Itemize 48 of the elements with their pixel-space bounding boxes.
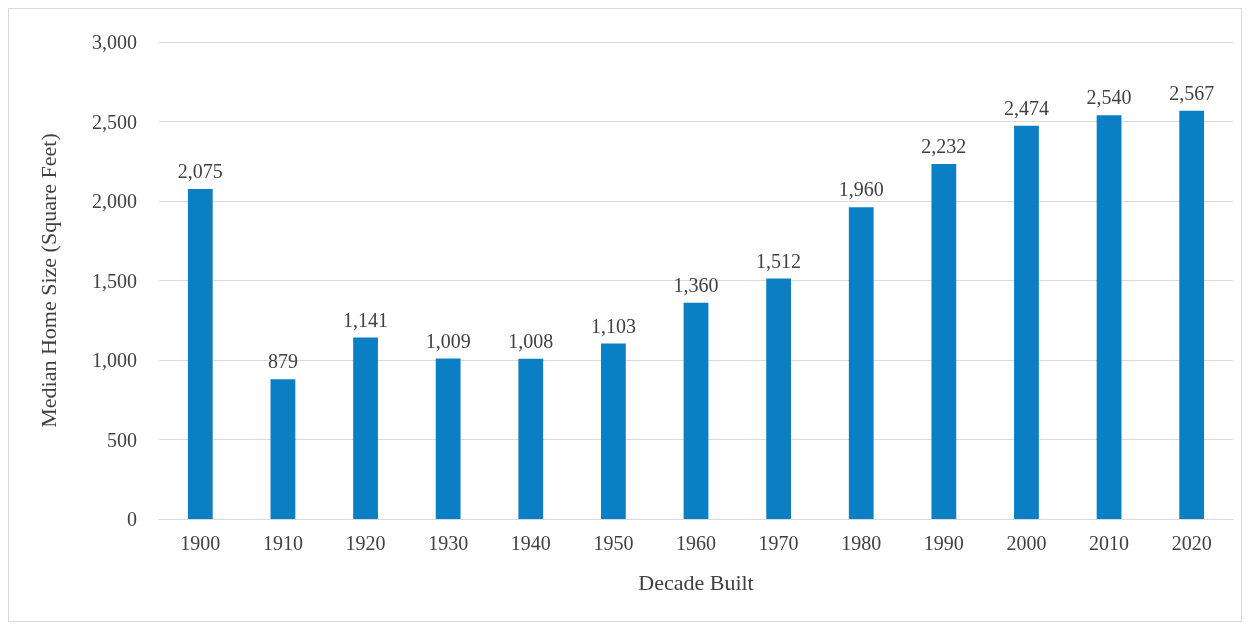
data-label: 2,474 bbox=[1003, 96, 1049, 119]
bar bbox=[353, 337, 378, 519]
bar bbox=[1179, 110, 1205, 519]
y-tick-label: 1,500 bbox=[92, 269, 137, 292]
data-label: 1,360 bbox=[673, 273, 719, 296]
bar bbox=[187, 189, 213, 519]
bar bbox=[1014, 125, 1039, 519]
data-label: 1,512 bbox=[756, 249, 802, 272]
bar bbox=[931, 164, 957, 519]
data-label: 1,141 bbox=[343, 308, 389, 331]
x-axis-title: Decade Built bbox=[638, 569, 754, 595]
data-label: 1,960 bbox=[838, 178, 884, 201]
bar bbox=[848, 207, 874, 519]
x-tick-label: 2020 bbox=[1171, 532, 1212, 554]
x-tick-label: 1980 bbox=[841, 532, 882, 554]
y-tick-label: 0 bbox=[127, 508, 137, 530]
y-tick-label: 1,000 bbox=[92, 349, 137, 371]
bar bbox=[270, 379, 296, 519]
bar bbox=[683, 302, 709, 519]
x-tick-label: 1990 bbox=[923, 532, 964, 554]
x-tick-label: 1910 bbox=[262, 532, 303, 554]
bar bbox=[435, 358, 461, 519]
y-tick-label: 3,000 bbox=[92, 31, 137, 53]
bar bbox=[600, 343, 626, 519]
data-label: 1,103 bbox=[590, 314, 636, 337]
x-tick-label: 1920 bbox=[345, 532, 386, 554]
bar bbox=[1096, 115, 1122, 519]
data-label: 2,567 bbox=[1169, 81, 1215, 104]
data-label: 2,075 bbox=[177, 160, 223, 183]
y-tick-label: 2,000 bbox=[92, 190, 137, 212]
x-tick-label: 1940 bbox=[510, 532, 551, 554]
x-tick-label: 2000 bbox=[1006, 532, 1047, 554]
y-axis-title: Median Home Size (Square Feet) bbox=[35, 133, 61, 428]
bar bbox=[766, 278, 792, 519]
y-tick-label: 500 bbox=[107, 428, 137, 451]
data-label: 2,232 bbox=[921, 135, 967, 158]
data-label: 879 bbox=[267, 350, 298, 373]
y-tick-label: 2,500 bbox=[92, 110, 137, 133]
bar bbox=[518, 358, 544, 519]
x-tick-label: 2010 bbox=[1089, 532, 1130, 554]
data-label: 1,009 bbox=[425, 329, 471, 352]
data-label: 1,008 bbox=[508, 329, 554, 352]
x-tick-label: 1930 bbox=[428, 532, 469, 554]
x-tick-label: 1950 bbox=[593, 532, 634, 554]
x-tick-label: 1900 bbox=[180, 532, 221, 554]
data-label: 2,540 bbox=[1086, 86, 1132, 109]
x-tick-label: 1970 bbox=[758, 532, 799, 554]
x-tick-label: 1960 bbox=[676, 532, 716, 554]
